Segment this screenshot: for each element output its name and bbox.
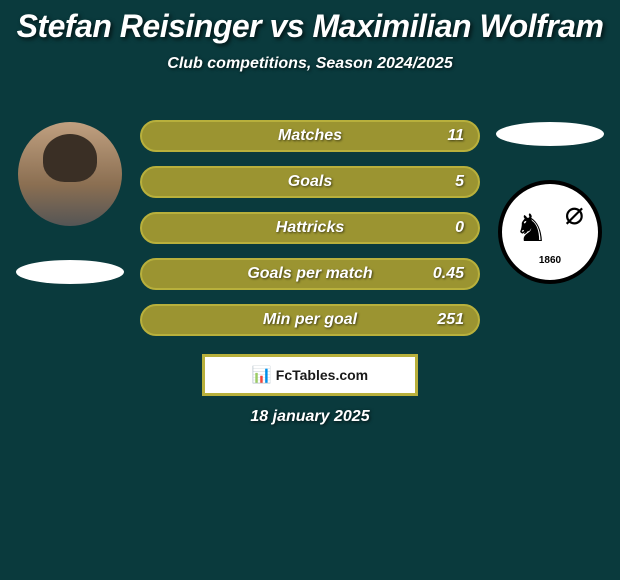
stat-row-hattricks: Hattricks 0 (140, 212, 480, 244)
brand-text: FcTables.com (276, 367, 368, 383)
stat-value: 11 (447, 127, 464, 145)
club-year: 1860 (539, 255, 561, 266)
stat-value: 251 (437, 311, 464, 329)
stat-label: Goals (288, 173, 332, 191)
lion-icon: ♞ (514, 206, 548, 251)
stat-label: Goals per match (247, 265, 372, 283)
stat-row-goals: Goals 5 (140, 166, 480, 198)
stat-label: Matches (278, 127, 342, 145)
club-logo-right: ♞ ⌀ 1860 (498, 180, 602, 284)
stat-value: 5 (455, 173, 464, 191)
team-ellipse-left (16, 260, 124, 284)
player-left-column (10, 122, 130, 284)
shield-icon: ⌀ (565, 194, 584, 232)
stat-row-matches: Matches 11 (140, 120, 480, 152)
player-photo-left (18, 122, 122, 226)
brand-box: 📊 FcTables.com (202, 354, 418, 396)
stat-row-min-per-goal: Min per goal 251 (140, 304, 480, 336)
stat-value: 0.45 (433, 265, 464, 283)
stat-row-goals-per-match: Goals per match 0.45 (140, 258, 480, 290)
player-right-column: ♞ ⌀ 1860 (490, 122, 610, 284)
chart-icon: 📊 (252, 365, 272, 385)
subtitle: Club competitions, Season 2024/2025 (0, 55, 620, 73)
stats-list: Matches 11 Goals 5 Hattricks 0 Goals per… (140, 120, 480, 336)
team-ellipse-right (496, 122, 604, 146)
date-text: 18 january 2025 (0, 408, 620, 426)
stat-label: Hattricks (276, 219, 344, 237)
stat-label: Min per goal (263, 311, 357, 329)
stat-value: 0 (455, 219, 464, 237)
page-title: Stefan Reisinger vs Maximilian Wolfram (0, 0, 620, 45)
